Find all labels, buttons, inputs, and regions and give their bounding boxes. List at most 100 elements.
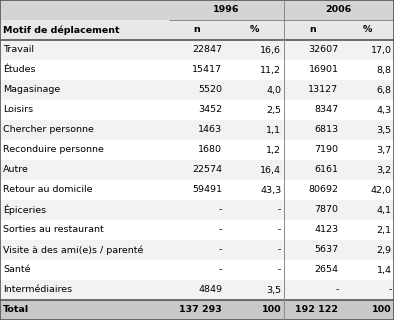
Text: 1680: 1680 bbox=[198, 146, 222, 155]
Bar bbox=[169, 200, 225, 220]
Text: 16,4: 16,4 bbox=[260, 165, 281, 174]
Bar bbox=[225, 280, 284, 300]
Bar bbox=[0, 140, 169, 160]
Text: 4,3: 4,3 bbox=[377, 106, 392, 115]
Text: 2654: 2654 bbox=[314, 266, 338, 275]
Text: Motif de déplacement: Motif de déplacement bbox=[3, 25, 120, 35]
Bar bbox=[225, 160, 284, 180]
Text: 3,5: 3,5 bbox=[266, 285, 281, 294]
Bar bbox=[0, 220, 169, 240]
Bar bbox=[284, 300, 341, 320]
Text: 4849: 4849 bbox=[198, 285, 222, 294]
Bar bbox=[284, 60, 341, 80]
Bar bbox=[169, 260, 225, 280]
Bar bbox=[169, 20, 225, 40]
Bar bbox=[169, 160, 225, 180]
Bar bbox=[225, 80, 284, 100]
Text: 192 122: 192 122 bbox=[296, 306, 338, 315]
Text: 6813: 6813 bbox=[314, 125, 338, 134]
Bar bbox=[169, 280, 225, 300]
Bar bbox=[284, 240, 341, 260]
Bar bbox=[0, 300, 169, 320]
Text: -: - bbox=[219, 245, 222, 254]
Bar bbox=[284, 40, 341, 60]
Bar bbox=[341, 160, 394, 180]
Text: Sorties au restaurant: Sorties au restaurant bbox=[3, 226, 104, 235]
Bar bbox=[225, 300, 284, 320]
Bar bbox=[341, 280, 394, 300]
Text: 2006: 2006 bbox=[326, 5, 352, 14]
Bar bbox=[341, 40, 394, 60]
Text: 3,5: 3,5 bbox=[377, 125, 392, 134]
Bar bbox=[169, 140, 225, 160]
Bar bbox=[341, 20, 394, 40]
Bar bbox=[169, 40, 225, 60]
Text: Loisirs: Loisirs bbox=[3, 106, 33, 115]
Bar bbox=[341, 200, 394, 220]
Bar bbox=[284, 200, 341, 220]
Bar bbox=[169, 80, 225, 100]
Text: Total: Total bbox=[3, 306, 29, 315]
Text: %: % bbox=[249, 26, 259, 35]
Text: Santé: Santé bbox=[3, 266, 31, 275]
Text: -: - bbox=[335, 285, 338, 294]
Bar bbox=[169, 240, 225, 260]
Text: 2,5: 2,5 bbox=[266, 106, 281, 115]
Bar bbox=[225, 240, 284, 260]
Text: -: - bbox=[278, 266, 281, 275]
Text: 4,0: 4,0 bbox=[266, 85, 281, 94]
Text: 137 293: 137 293 bbox=[179, 306, 222, 315]
Text: 15417: 15417 bbox=[192, 66, 222, 75]
Text: Intermédiaires: Intermédiaires bbox=[3, 285, 72, 294]
Bar bbox=[284, 140, 341, 160]
Text: -: - bbox=[278, 245, 281, 254]
Text: Travail: Travail bbox=[3, 45, 34, 54]
Text: 2,9: 2,9 bbox=[377, 245, 392, 254]
Bar bbox=[284, 160, 341, 180]
Bar bbox=[0, 40, 169, 60]
Text: 100: 100 bbox=[262, 306, 281, 315]
Text: 16,6: 16,6 bbox=[260, 45, 281, 54]
Bar bbox=[225, 180, 284, 200]
Text: 16901: 16901 bbox=[309, 66, 338, 75]
Text: 6,8: 6,8 bbox=[377, 85, 392, 94]
Bar bbox=[0, 0, 169, 20]
Bar bbox=[225, 20, 284, 40]
Text: -: - bbox=[219, 226, 222, 235]
Bar bbox=[169, 220, 225, 240]
Text: 22574: 22574 bbox=[192, 165, 222, 174]
Bar bbox=[0, 20, 169, 40]
Bar bbox=[284, 80, 341, 100]
Text: 3,2: 3,2 bbox=[377, 165, 392, 174]
Bar bbox=[169, 100, 225, 120]
Bar bbox=[341, 140, 394, 160]
Bar bbox=[0, 180, 169, 200]
Text: 8347: 8347 bbox=[314, 106, 338, 115]
Bar bbox=[284, 220, 341, 240]
Text: n: n bbox=[309, 26, 316, 35]
Text: 7190: 7190 bbox=[314, 146, 338, 155]
Text: Chercher personne: Chercher personne bbox=[3, 125, 94, 134]
Bar bbox=[341, 0, 394, 20]
Text: 32607: 32607 bbox=[309, 45, 338, 54]
Text: Visite à des ami(e)s / parenté: Visite à des ami(e)s / parenté bbox=[3, 245, 143, 255]
Text: -: - bbox=[278, 226, 281, 235]
Text: -: - bbox=[219, 266, 222, 275]
Bar bbox=[225, 40, 284, 60]
Bar bbox=[169, 300, 225, 320]
Bar bbox=[225, 140, 284, 160]
Bar bbox=[284, 120, 341, 140]
Bar bbox=[0, 160, 169, 180]
Text: 5637: 5637 bbox=[314, 245, 338, 254]
Bar bbox=[341, 100, 394, 120]
Bar bbox=[341, 300, 394, 320]
Text: 5520: 5520 bbox=[198, 85, 222, 94]
Bar bbox=[0, 280, 169, 300]
Bar bbox=[341, 120, 394, 140]
Bar bbox=[0, 240, 169, 260]
Bar bbox=[169, 60, 225, 80]
Bar bbox=[341, 60, 394, 80]
Bar bbox=[284, 0, 341, 20]
Text: 3452: 3452 bbox=[198, 106, 222, 115]
Text: 17,0: 17,0 bbox=[371, 45, 392, 54]
